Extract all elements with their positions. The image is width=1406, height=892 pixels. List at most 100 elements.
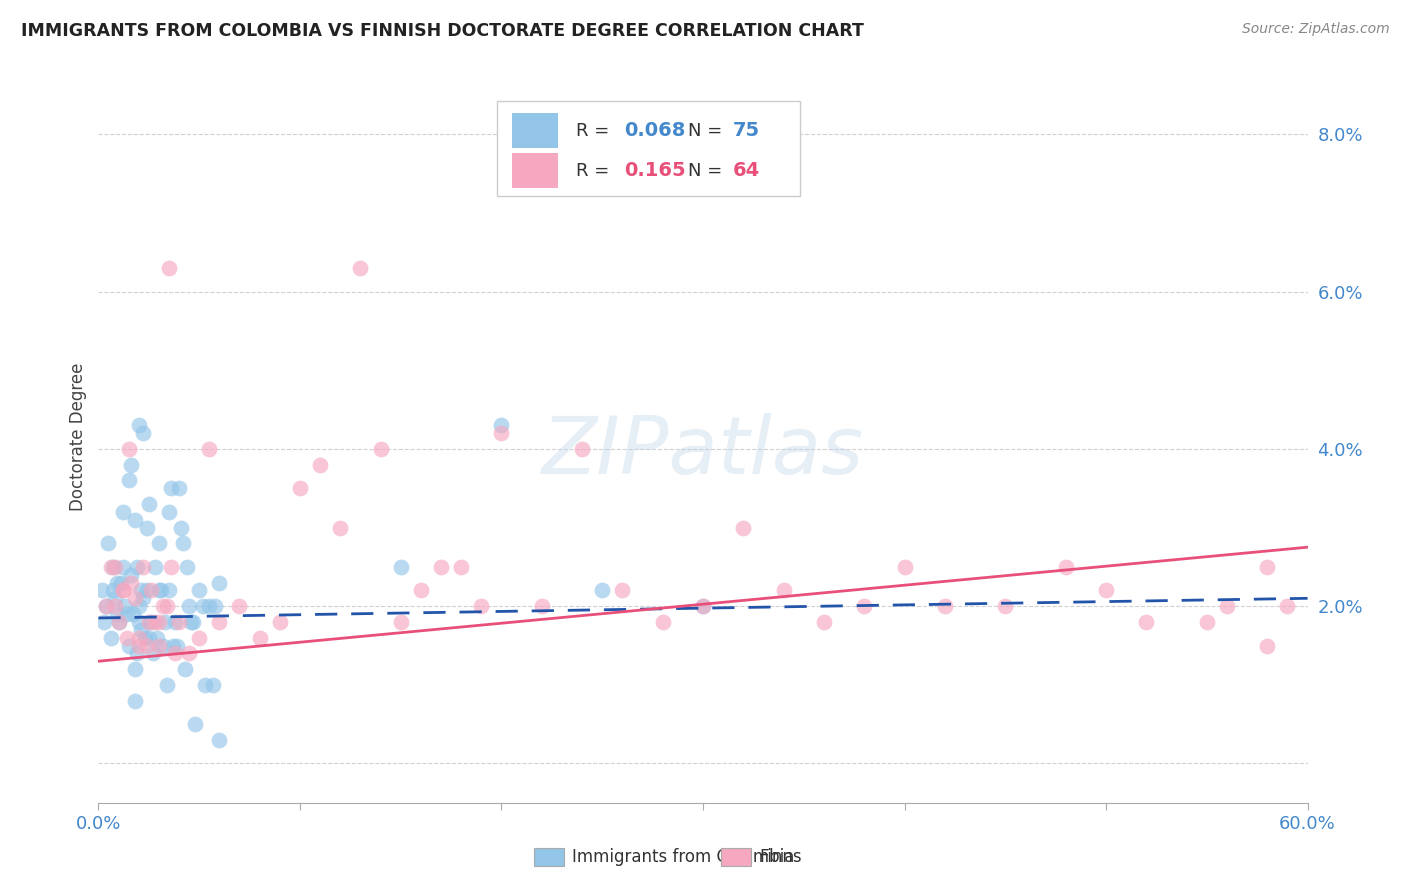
Text: IMMIGRANTS FROM COLOMBIA VS FINNISH DOCTORATE DEGREE CORRELATION CHART: IMMIGRANTS FROM COLOMBIA VS FINNISH DOCT… xyxy=(21,22,863,40)
Point xyxy=(430,559,453,574)
Point xyxy=(1195,615,1218,629)
Point xyxy=(132,426,155,441)
Text: Source: ZipAtlas.com: Source: ZipAtlas.com xyxy=(1241,22,1389,37)
Point xyxy=(129,583,152,598)
Point xyxy=(208,732,231,747)
Point xyxy=(118,473,141,487)
Point xyxy=(170,520,193,534)
Point xyxy=(114,599,136,614)
Y-axis label: Doctorate Degree: Doctorate Degree xyxy=(69,363,87,511)
Point xyxy=(100,631,122,645)
Point xyxy=(124,693,146,707)
Point xyxy=(143,615,166,629)
Point xyxy=(1216,599,1239,614)
Point xyxy=(121,607,143,621)
Point xyxy=(198,599,221,614)
Point xyxy=(143,559,166,574)
FancyBboxPatch shape xyxy=(534,848,564,866)
Point xyxy=(111,583,134,598)
Point xyxy=(491,418,513,433)
Point xyxy=(1095,583,1118,598)
Text: 75: 75 xyxy=(734,121,761,140)
Point xyxy=(124,662,146,676)
Point xyxy=(208,615,231,629)
Point xyxy=(1054,559,1077,574)
Point xyxy=(1256,639,1278,653)
Point xyxy=(409,583,432,598)
Point xyxy=(491,426,513,441)
Point xyxy=(853,599,876,614)
Point xyxy=(194,678,217,692)
Point xyxy=(188,631,211,645)
Point xyxy=(179,646,201,660)
Point xyxy=(101,583,124,598)
FancyBboxPatch shape xyxy=(721,848,751,866)
Point xyxy=(97,536,120,550)
Point xyxy=(450,559,472,574)
Point xyxy=(184,717,207,731)
Point xyxy=(153,615,176,629)
Point xyxy=(179,599,201,614)
Point xyxy=(148,615,170,629)
Point xyxy=(138,615,160,629)
Point xyxy=(193,599,215,614)
Point xyxy=(146,631,169,645)
Point xyxy=(181,615,204,629)
Point xyxy=(107,615,129,629)
Point xyxy=(692,599,714,614)
Point xyxy=(591,583,613,598)
Point xyxy=(651,615,673,629)
FancyBboxPatch shape xyxy=(512,113,558,148)
Point xyxy=(174,662,197,676)
Text: R =: R = xyxy=(576,161,609,180)
Point xyxy=(1277,599,1299,614)
Point xyxy=(994,599,1017,614)
Point xyxy=(103,591,125,606)
Point xyxy=(107,615,129,629)
Point xyxy=(188,583,211,598)
Point xyxy=(208,575,231,590)
Point xyxy=(156,599,179,614)
Point xyxy=(160,481,183,495)
Point xyxy=(389,559,412,574)
Point xyxy=(329,520,352,534)
Point xyxy=(96,599,118,614)
Point xyxy=(157,583,180,598)
Point xyxy=(470,599,492,614)
Point xyxy=(269,615,291,629)
Point xyxy=(138,497,160,511)
Point xyxy=(129,623,152,637)
Point xyxy=(389,615,412,629)
Point xyxy=(135,639,157,653)
Point xyxy=(128,639,150,653)
Point xyxy=(148,536,170,550)
Point xyxy=(571,442,593,456)
Point xyxy=(132,559,155,574)
Point xyxy=(128,418,150,433)
Point xyxy=(228,599,250,614)
Text: 64: 64 xyxy=(734,161,761,180)
Point xyxy=(163,646,186,660)
Point xyxy=(893,559,915,574)
Point xyxy=(125,559,148,574)
Point xyxy=(134,631,156,645)
Point xyxy=(152,599,174,614)
Point xyxy=(110,575,132,590)
Point xyxy=(124,513,146,527)
Point xyxy=(370,442,392,456)
Point xyxy=(180,615,202,629)
Text: ZIPatlas: ZIPatlas xyxy=(541,413,865,491)
Point xyxy=(111,559,134,574)
Point xyxy=(309,458,332,472)
Text: 0.068: 0.068 xyxy=(624,121,686,140)
Point xyxy=(115,607,138,621)
Text: R =: R = xyxy=(576,121,609,140)
Point xyxy=(934,599,956,614)
FancyBboxPatch shape xyxy=(498,101,800,195)
Point xyxy=(288,481,311,495)
Point xyxy=(135,583,157,598)
Point xyxy=(612,583,634,598)
Point xyxy=(1256,559,1278,574)
Point xyxy=(105,607,128,621)
Point xyxy=(142,646,165,660)
